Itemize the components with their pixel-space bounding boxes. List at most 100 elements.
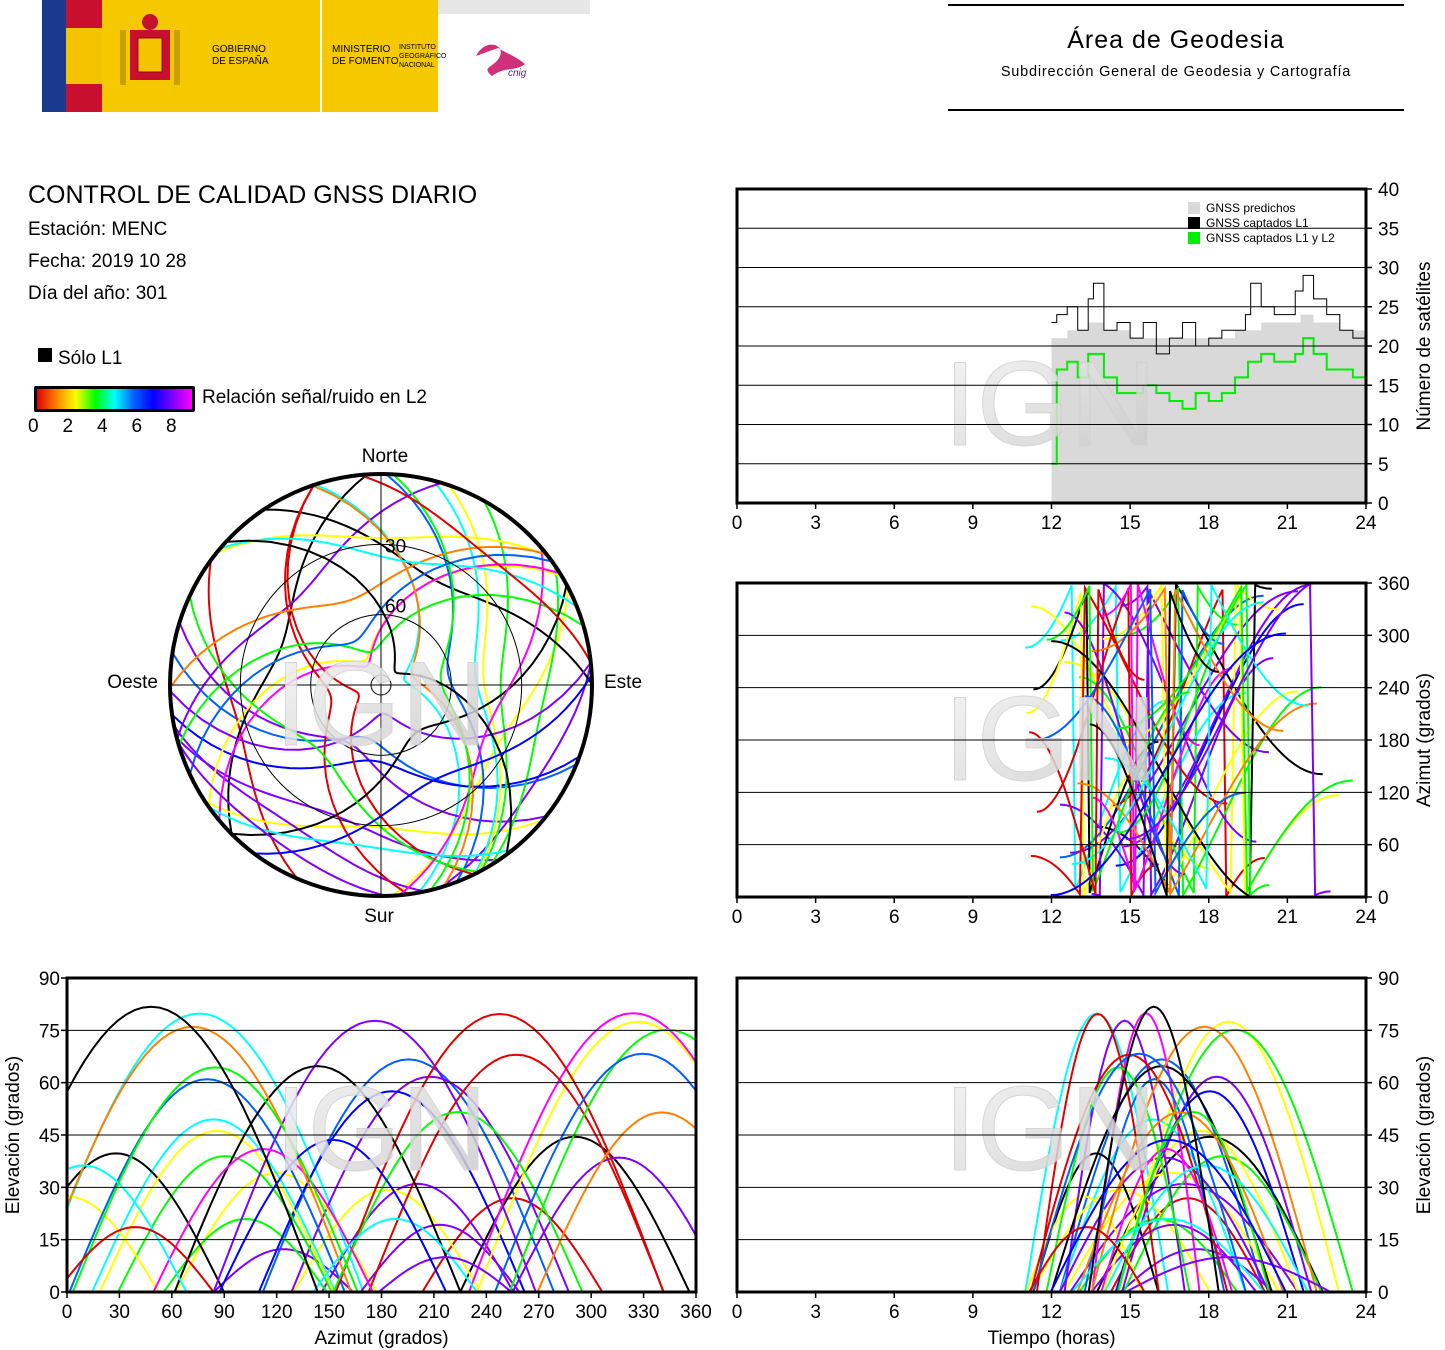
elevation-track <box>67 1152 225 1292</box>
azimuth-track <box>1033 588 1246 897</box>
x-tick-label: 15 <box>1120 907 1141 928</box>
elevation-track <box>67 1226 215 1292</box>
x-tick-label: 150 <box>313 1302 345 1323</box>
plot-area <box>1024 1005 1354 1292</box>
x-tick-label: 6 <box>889 907 900 928</box>
y-tick-label: 0 <box>1378 888 1389 909</box>
watermark-text: IGN <box>274 637 487 771</box>
azimuth-time-chart: IGN 0 60 120 180 240 300 360 0 3 6 9 12 15 18 21 24 Azimu… <box>732 574 1435 928</box>
station-label: Estación: MENC <box>28 219 168 240</box>
y-tick-label: 60 <box>1378 1074 1399 1095</box>
elevation-track <box>312 1217 478 1292</box>
elevation-time-track <box>1100 1147 1234 1292</box>
y-tick-label: 300 <box>1378 626 1410 647</box>
elevation-time-track <box>1125 1256 1331 1292</box>
sky-track <box>432 479 499 875</box>
elevation-track <box>320 1182 515 1292</box>
x-tick-label: 18 <box>1198 513 1219 534</box>
sky-track <box>225 539 513 855</box>
sky-track <box>170 546 547 689</box>
sky-track <box>231 584 568 837</box>
date-label: Fecha: 2019 10 28 <box>28 251 187 272</box>
x-tick-label: 6 <box>889 1302 900 1323</box>
elevation-time-track <box>1049 1138 1287 1292</box>
x-tick-label: 24 <box>1355 907 1377 928</box>
x-tick-label: 9 <box>968 513 979 534</box>
x-tick-label: 24 <box>1355 1302 1377 1323</box>
x-tick-label: 3 <box>810 513 821 534</box>
sky-track <box>480 500 509 871</box>
elevation-time-track <box>1087 1005 1220 1292</box>
east-label: Este <box>604 672 642 693</box>
x-tick-label: 9 <box>968 1302 979 1323</box>
elevation-track <box>67 1025 353 1292</box>
x-tick-label: 30 <box>109 1302 130 1323</box>
elevation-track <box>71 1066 359 1292</box>
snr-tick-label: 8 <box>166 416 177 437</box>
sky-track <box>253 674 592 855</box>
sky-track <box>178 622 547 823</box>
elevation-track <box>98 1129 335 1292</box>
spain-flag-strip <box>66 0 102 112</box>
y-tick-label: 60 <box>39 1074 60 1095</box>
x-axis-label: Azimut (grados) <box>314 1328 448 1349</box>
y-tick-label: 45 <box>39 1126 60 1147</box>
azimuth-track <box>1029 589 1145 894</box>
x-tick-label: 0 <box>62 1302 73 1323</box>
y-tick-label: 120 <box>1378 783 1410 804</box>
x-tick-label: 180 <box>366 1302 398 1323</box>
elevation-track <box>378 1256 513 1292</box>
elevation-track <box>511 1156 696 1292</box>
cnig-text: cnig <box>508 68 527 79</box>
elevation-track <box>508 1028 696 1292</box>
elevation-track <box>117 1155 333 1292</box>
gobierno-text: GOBIERNO DE ESPAÑA <box>212 44 269 67</box>
x-tick-label: 3 <box>810 1302 821 1323</box>
y-tick-label: 15 <box>1378 1231 1399 1252</box>
y-tick-label: 360 <box>1378 574 1410 595</box>
x-tick-label: 300 <box>575 1302 607 1323</box>
y-tick-label: 60 <box>1378 836 1399 857</box>
y-tick-label: 20 <box>1378 337 1399 358</box>
sky-track <box>283 484 409 896</box>
snr-colorbar <box>34 386 195 412</box>
elevation-time-track <box>1071 1217 1265 1292</box>
sky-track <box>188 553 553 775</box>
y-tick-label: 10 <box>1378 416 1399 437</box>
elevation-time-track <box>1102 1129 1299 1292</box>
y-axis-label: Elevación (grados) <box>3 1056 24 1214</box>
doy-label: Día del año: 301 <box>28 283 168 304</box>
elevation-time-track <box>1045 1066 1191 1292</box>
elevation-track <box>218 1138 448 1292</box>
watermark-text: IGN <box>943 1062 1156 1196</box>
x-tick-label: 360 <box>680 1302 712 1323</box>
elevation-time-track <box>1032 1052 1247 1292</box>
plot-frame <box>735 187 1368 505</box>
azimuth-track <box>1046 585 1190 892</box>
elevation-time-track <box>1059 1118 1247 1292</box>
x-tick-label: 21 <box>1277 1302 1298 1323</box>
elevation-track <box>67 1005 319 1292</box>
x-tick-label: 60 <box>161 1302 182 1323</box>
y-tick-label: 0 <box>1378 1283 1389 1304</box>
elevation-time-track <box>1090 1223 1258 1292</box>
y-tick-label: 25 <box>1378 298 1399 319</box>
snr-tick-label: 0 <box>28 416 39 437</box>
snr-tick-label: 6 <box>131 416 143 437</box>
azimuth-track <box>1091 585 1317 897</box>
elevation-time-track <box>1103 1164 1309 1292</box>
l1-only-label: Sólo L1 <box>58 348 123 369</box>
elevation-track <box>359 1223 521 1292</box>
elevation-track <box>212 1019 537 1292</box>
ring-label-60: 60 <box>385 597 406 618</box>
elevation-track <box>290 1075 570 1292</box>
y-axis-label: Elevación (grados) <box>1414 1056 1435 1214</box>
y-tick-label: 90 <box>1378 969 1399 990</box>
sky-track <box>173 725 425 893</box>
elevation-track <box>173 1065 462 1292</box>
elevation-track <box>67 1164 188 1292</box>
watermark-text: IGN <box>943 337 1156 471</box>
elevation-time-track <box>1076 1111 1285 1292</box>
x-tick-label: 12 <box>1041 907 1062 928</box>
